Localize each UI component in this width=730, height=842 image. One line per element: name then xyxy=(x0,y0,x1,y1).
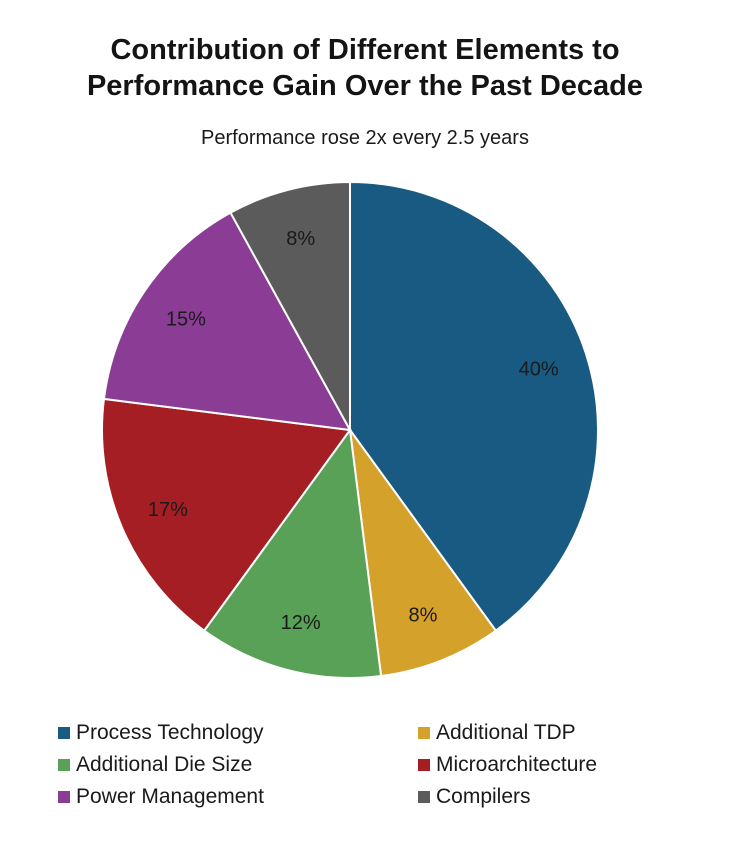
legend-swatch xyxy=(58,791,70,803)
pie-slice-additional-tdp xyxy=(349,429,498,678)
legend-item-power-management: Power Management xyxy=(58,785,264,809)
legend-item-additional-tdp: Additional TDP xyxy=(418,721,576,745)
slice-data-label: 15% xyxy=(166,309,206,331)
legend-item-additional-die-size: Additional Die Size xyxy=(58,753,252,777)
pie-slice-power-management xyxy=(102,211,352,432)
pie-slice-additional-die-size xyxy=(202,427,383,679)
legend-label: Microarchitecture xyxy=(436,753,598,776)
legend-item-process-technology: Process Technology xyxy=(58,721,264,745)
legend-label: Process Technology xyxy=(76,721,264,744)
chart-subtitle: Performance rose 2x every 2.5 years xyxy=(201,127,529,149)
legend-swatch xyxy=(58,759,70,771)
slice-data-label: 17% xyxy=(148,499,188,521)
chart-title-line-1: Contribution of Different Elements to xyxy=(110,34,620,66)
pie-slice-compilers xyxy=(229,180,351,431)
legend-swatch xyxy=(418,759,430,771)
legend-label: Additional Die Size xyxy=(76,753,253,776)
slice-data-label: 8% xyxy=(286,228,315,250)
legend-swatch xyxy=(418,791,430,803)
legend-item-microarchitecture: Microarchitecture xyxy=(418,753,597,777)
legend-swatch xyxy=(58,727,70,739)
legend-label: Power Management xyxy=(76,785,264,808)
slice-data-label: 12% xyxy=(281,612,321,634)
pie-slice-microarchitecture xyxy=(101,397,352,633)
slice-data-label: 40% xyxy=(519,359,559,381)
legend-item-compilers: Compilers xyxy=(418,785,531,809)
legend-label: Compilers xyxy=(436,785,531,808)
pie-slice-process-technology xyxy=(349,180,600,633)
chart-title: Contribution of Different Elements to Pe… xyxy=(0,32,730,104)
legend-swatch xyxy=(418,727,430,739)
chart-title-line-2: Performance Gain Over the Past Decade xyxy=(86,70,644,102)
slice-data-label: 8% xyxy=(409,605,438,627)
legend-label: Additional TDP xyxy=(436,721,576,744)
